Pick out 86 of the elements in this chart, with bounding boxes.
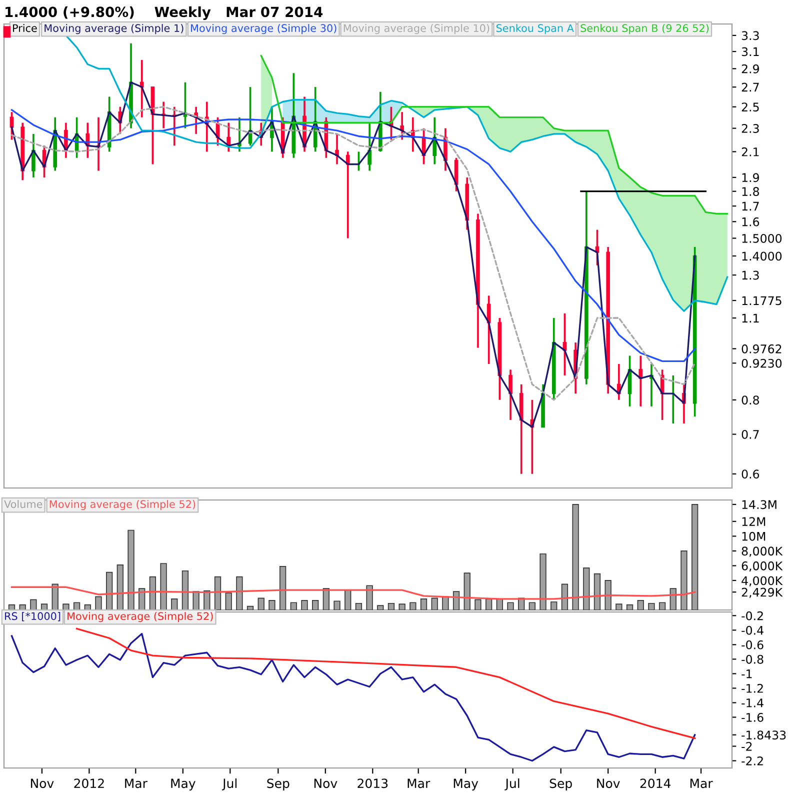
y-tick-label: -2.2 xyxy=(742,756,763,766)
text: Senkou Span A xyxy=(496,24,574,34)
text: Moving average (Simple 30) xyxy=(191,24,336,34)
y-tick-label: 4,000K xyxy=(742,576,783,586)
y-tick-label: 2,429K xyxy=(742,588,783,598)
y-tick-label: -1.2 xyxy=(742,684,763,693)
x-tick-label: May xyxy=(454,778,478,791)
x-tick-label: 2014 xyxy=(640,778,671,788)
x-tick-label: 2012 xyxy=(74,778,104,788)
series-label: Moving average (Simple 52) xyxy=(68,612,213,622)
y-tick-label: -1 xyxy=(742,670,752,678)
y-tick-label: 0.8 xyxy=(742,396,759,405)
y-tick-label: 2.5 xyxy=(742,102,759,112)
text: Senkou Span B (9 26 52) xyxy=(580,24,709,34)
x-tick-label: Sep xyxy=(267,778,290,791)
y-tick-label: 2.7 xyxy=(742,82,759,92)
y-tick-label: 0.9762 xyxy=(742,344,782,354)
y-tick-label: 2.3 xyxy=(742,124,759,133)
chart-title: 1.4000 (+9.80%) Weekly Mar 07 2014 xyxy=(6,6,323,20)
y-tick-label: -1.6 xyxy=(742,712,764,722)
y-tick-label: 1.1 xyxy=(742,314,759,322)
text: Moving average (Simple 1) xyxy=(44,24,184,34)
y-tick-label: 6,000K xyxy=(742,561,783,572)
y-tick-label: -1.8433 xyxy=(742,730,786,740)
y-tick-label: 8,000K xyxy=(742,546,783,557)
bar xyxy=(149,576,156,610)
bar xyxy=(40,604,48,610)
y-tick-label: 1.9 xyxy=(742,173,759,182)
x-tick-label: Sep xyxy=(550,778,572,791)
x-tick-label: Mar xyxy=(125,778,148,788)
y-tick-label: -0.6 xyxy=(742,640,764,650)
x-tick-label: May xyxy=(171,778,196,791)
y-tick-label: 1.1775 xyxy=(742,296,782,306)
y-tick-label: 2.9 xyxy=(742,64,759,74)
series-label: RS [*1000] xyxy=(5,612,60,622)
y-tick-label: -2 xyxy=(742,742,752,751)
text: Moving average (Simple 10) xyxy=(344,24,490,34)
y-tick-label: 2.1 xyxy=(742,147,759,156)
line-series xyxy=(260,54,728,215)
y-tick-label: 1.6 xyxy=(742,217,760,226)
x-tick-label: Mar xyxy=(408,778,430,788)
y-tick-label: -0.2 xyxy=(742,611,763,620)
y-tick-label: 1.5000 xyxy=(742,234,782,243)
line-series xyxy=(10,586,696,600)
x-tick-label: Nov xyxy=(597,778,620,788)
y-tick-label: 0.6 xyxy=(742,470,760,479)
x-tick-label: Jul xyxy=(222,778,237,790)
y-tick-label: 0.7 xyxy=(742,430,759,439)
bar xyxy=(116,564,124,610)
y-tick-label: 1.3 xyxy=(742,270,759,280)
legend-label: Price xyxy=(13,24,37,32)
x-tick-label: Nov xyxy=(30,778,54,788)
bar xyxy=(106,572,113,610)
x-tick-label: Mar xyxy=(690,778,713,788)
y-tick-label: 1.4000 xyxy=(742,252,782,261)
text: Moving average (Simple 52) xyxy=(50,500,196,510)
y-tick-label: 10M xyxy=(742,532,766,541)
line-series xyxy=(10,632,696,762)
bar xyxy=(52,584,58,610)
bar xyxy=(182,570,189,610)
bar xyxy=(128,530,134,610)
y-tick-label: 12M xyxy=(742,517,766,526)
x-tick-label: 2013 xyxy=(358,778,388,788)
y-tick-label: 0.9230 xyxy=(742,358,782,368)
y-tick-label: 1.7 xyxy=(742,202,759,211)
line-series xyxy=(65,34,728,312)
bar xyxy=(171,598,178,610)
y-tick-label: 3.1 xyxy=(742,47,759,56)
y-tick-label: -0.4 xyxy=(742,626,764,635)
bar xyxy=(30,599,37,610)
y-tick-label: 1.8 xyxy=(742,187,759,196)
x-tick-label: Nov xyxy=(314,778,338,788)
bar xyxy=(73,602,80,610)
bar xyxy=(95,596,102,610)
candlestick xyxy=(368,122,372,172)
candlestick xyxy=(508,368,512,421)
y-tick-label: 3.3 xyxy=(742,31,759,40)
text: Volume xyxy=(4,500,42,508)
y-tick-label: -0.8 xyxy=(742,654,764,664)
bar xyxy=(160,563,167,610)
y-tick-label: 14.3M xyxy=(742,500,776,510)
line-series xyxy=(76,628,696,740)
x-tick-label: Jul xyxy=(504,778,520,790)
candlestick xyxy=(638,354,643,408)
candlestick xyxy=(32,133,36,178)
y-tick-label: -1.4 xyxy=(742,698,764,708)
